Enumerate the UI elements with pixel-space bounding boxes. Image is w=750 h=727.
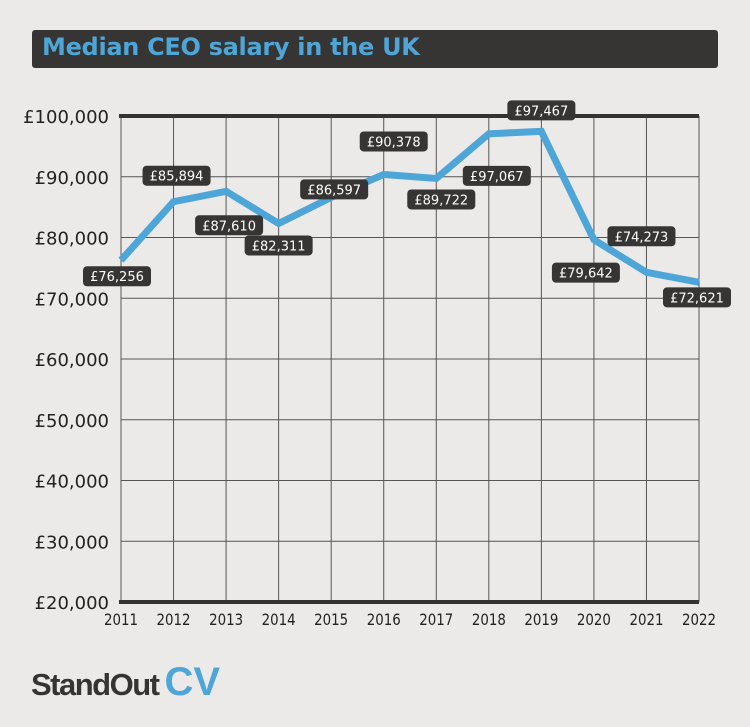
data-label-box: [244, 235, 313, 256]
data-label-box: [551, 262, 620, 283]
data-label-box: [507, 100, 576, 121]
data-label-box: [607, 226, 676, 247]
data-label: £90,378: [367, 135, 421, 150]
x-tick-label: 2012: [157, 610, 191, 629]
y-tick-label: £50,000: [35, 411, 109, 432]
x-tick-label: 2016: [367, 610, 401, 629]
x-tick-label: 2017: [419, 610, 453, 629]
y-tick-label: £70,000: [35, 289, 109, 310]
y-tick-label: £80,000: [35, 229, 109, 250]
y-tick-label: £60,000: [35, 350, 109, 371]
data-label-box: [195, 215, 264, 236]
data-label-box: [462, 165, 531, 186]
y-tick-label: £20,000: [35, 593, 109, 614]
data-label-box: [300, 179, 369, 200]
data-label-box: [663, 287, 731, 308]
x-tick-label: 2014: [262, 610, 296, 629]
data-label: £72,621: [670, 291, 724, 306]
data-label-box: [359, 131, 428, 152]
data-label: £85,894: [150, 170, 204, 185]
y-tick-label: £30,000: [35, 532, 109, 553]
data-label-box: [83, 266, 151, 287]
y-tick-label: £40,000: [35, 472, 109, 493]
data-label: £82,311: [252, 239, 306, 254]
logo-part2: CV: [164, 660, 221, 704]
data-label: £79,642: [559, 267, 613, 282]
chart-title: Median CEO salary in the UK: [42, 33, 420, 61]
x-tick-label: 2020: [577, 610, 611, 629]
logo-part1: StandOut: [31, 667, 160, 702]
standout-cv-logo: StandOut CV: [31, 660, 220, 705]
data-label: £97,067: [470, 170, 524, 185]
series-line: [118, 127, 700, 286]
x-tick-label: 2015: [314, 610, 348, 629]
data-label: £89,722: [414, 193, 468, 208]
data-label-box: [407, 189, 476, 210]
x-tick-label: 2021: [629, 610, 663, 629]
y-tick-label: £100,000: [23, 107, 109, 128]
x-tick-label: 2011: [104, 610, 138, 629]
data-label: £74,273: [615, 230, 669, 245]
data-label: £87,610: [202, 219, 256, 234]
x-tick-label: 2019: [524, 610, 558, 629]
data-label: £97,467: [514, 104, 568, 119]
y-tick-label: £90,000: [35, 168, 109, 189]
x-tick-label: 2018: [472, 610, 506, 629]
data-label: £86,597: [307, 183, 361, 198]
data-label-box: [142, 165, 211, 186]
data-label: £76,256: [90, 270, 144, 285]
x-tick-label: 2022: [682, 610, 716, 629]
x-tick-label: 2013: [209, 610, 243, 629]
title-banner: Median CEO salary in the UK: [32, 30, 718, 68]
